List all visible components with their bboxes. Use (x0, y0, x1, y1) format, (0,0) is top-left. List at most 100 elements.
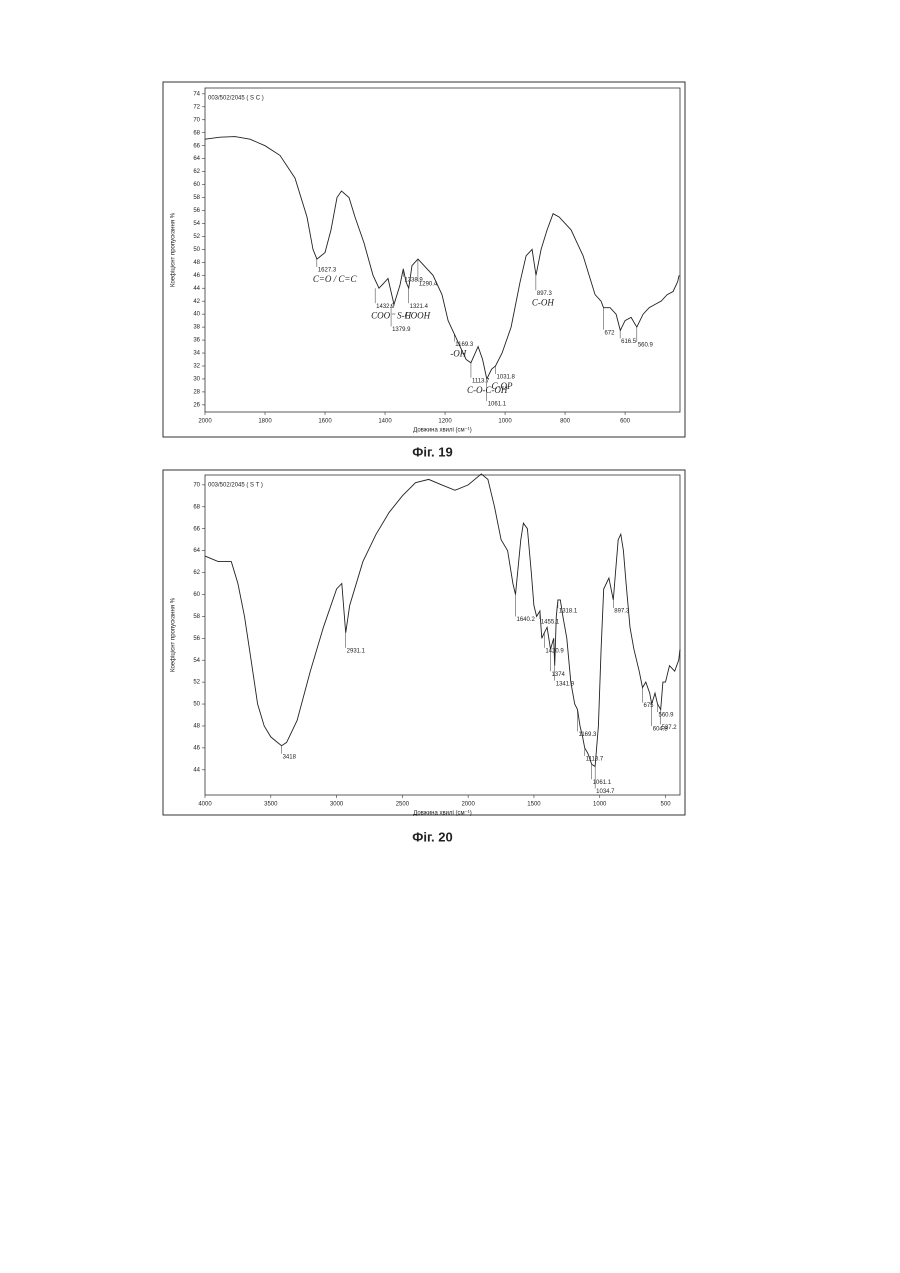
y-tick-label: 60 (193, 182, 200, 188)
y-tick-label: 70 (193, 117, 200, 123)
x-tick-label: 1200 (438, 419, 452, 425)
x-tick-label: 1000 (498, 419, 512, 425)
peak-label: 1031.8 (497, 375, 516, 381)
y-tick-label: 72 (193, 104, 200, 110)
peak-label: 1341.9 (556, 681, 575, 687)
y-tick-label: 56 (193, 208, 200, 214)
y-tick-label: 54 (193, 658, 200, 664)
peak-label: 1420.9 (545, 648, 564, 654)
y-tick-label: 44 (193, 767, 200, 773)
y-axis-label: Коефіцієнт пропускання % (171, 597, 177, 672)
peak-note: -OH (450, 349, 466, 359)
x-tick-label: 1000 (593, 802, 607, 808)
y-tick-label: 62 (193, 570, 200, 576)
y-tick-label: 52 (193, 680, 200, 686)
y-tick-label: 56 (193, 636, 200, 642)
peak-label: 1318.1 (559, 609, 578, 615)
y-tick-label: 58 (193, 614, 200, 620)
y-tick-label: 64 (193, 156, 200, 162)
spectrum-line (205, 474, 680, 767)
x-tick-label: 1500 (527, 802, 541, 808)
peak-note: C=O / C=C (313, 274, 358, 284)
peak-label: 537.2 (662, 725, 678, 731)
y-tick-label: 42 (193, 299, 200, 305)
y-tick-label: 66 (193, 526, 200, 532)
x-axis-label: Довжина хвилі (см⁻¹) (413, 811, 472, 817)
y-tick-label: 62 (193, 169, 200, 175)
figure-caption: Фіг. 20 (412, 829, 453, 844)
spectrum-line (205, 137, 679, 379)
peak-label: 560.9 (638, 343, 654, 349)
page: 2628303234363840424446485052545658606264… (0, 0, 900, 1273)
y-tick-label: 46 (193, 745, 200, 751)
x-tick-label: 4000 (198, 802, 212, 808)
chart-title: 003/502/2045 ( S T ) (208, 483, 263, 489)
y-tick-label: 60 (193, 592, 200, 598)
peak-label: 672 (604, 330, 615, 336)
peak-label: 1290.4 (419, 282, 438, 288)
y-tick-label: 50 (193, 247, 200, 253)
peak-label: 1455.1 (541, 619, 560, 625)
x-tick-label: 3000 (330, 802, 344, 808)
y-tick-label: 70 (193, 482, 200, 488)
peak-label: 897.3 (537, 291, 553, 297)
x-tick-label: 600 (620, 419, 631, 425)
chart-frame (163, 82, 685, 437)
x-tick-label: 1600 (318, 419, 332, 425)
y-tick-label: 66 (193, 143, 200, 149)
y-tick-label: 30 (193, 377, 200, 383)
peak-label: 1374 (552, 672, 566, 678)
peak-label: 1113.7 (586, 756, 604, 762)
peak-label: 1379.9 (392, 327, 411, 333)
x-tick-label: 2000 (198, 419, 212, 425)
y-tick-label: 32 (193, 364, 200, 370)
x-tick-label: 2500 (396, 802, 410, 808)
peak-label: 1640.2 (517, 617, 536, 623)
y-tick-label: 48 (193, 724, 200, 730)
x-tick-label: 2000 (461, 802, 475, 808)
peak-label: 1169.3 (455, 342, 474, 348)
peak-label: 1034.7 (596, 789, 615, 795)
y-tick-label: 48 (193, 260, 200, 266)
peak-label: 1169.3 (578, 732, 597, 738)
y-tick-label: 64 (193, 548, 200, 554)
y-axis-label: Коефіцієнт пропускання % (171, 212, 177, 287)
y-tick-label: 68 (193, 504, 200, 510)
y-tick-label: 52 (193, 234, 200, 240)
x-tick-label: 800 (560, 419, 571, 425)
figure-caption: Фіг. 19 (412, 444, 453, 459)
peak-label: 616.5 (621, 339, 637, 345)
y-tick-label: 28 (193, 389, 200, 395)
x-tick-label: 3500 (264, 802, 278, 808)
page-canvas: 2628303234363840424446485052545658606264… (0, 0, 900, 1273)
chart-title: 003/502/2045 ( S C ) (208, 96, 264, 102)
y-tick-label: 40 (193, 312, 200, 318)
x-tick-label: 1800 (258, 419, 272, 425)
plot-area (205, 475, 680, 795)
peak-label: 1627.3 (318, 268, 337, 274)
peak-label: 1113.7 (472, 378, 490, 384)
peak-note: C-OP (492, 381, 513, 391)
peak-note: COOH (405, 310, 431, 320)
peak-label: 1321.4 (410, 304, 429, 310)
y-tick-label: 26 (193, 402, 200, 408)
peak-label: 1061.1 (488, 402, 507, 408)
plot-area (205, 88, 680, 412)
peak-label: 2931.1 (347, 648, 366, 654)
peak-note: C-OH (532, 297, 554, 307)
peak-label: 675 (644, 703, 655, 709)
peak-label: 1432.9 (376, 304, 395, 310)
x-tick-label: 500 (661, 802, 672, 808)
y-tick-label: 54 (193, 221, 200, 227)
y-tick-label: 46 (193, 273, 200, 279)
y-tick-label: 68 (193, 130, 200, 136)
y-tick-label: 44 (193, 286, 200, 292)
y-tick-label: 74 (193, 91, 200, 97)
x-tick-label: 1400 (378, 419, 392, 425)
peak-label: 897.3 (614, 609, 630, 615)
y-tick-label: 34 (193, 351, 200, 357)
peak-label: 1061.1 (593, 780, 612, 786)
x-axis-label: Довжина хвилі (см⁻¹) (413, 428, 472, 434)
y-tick-label: 36 (193, 338, 200, 344)
chart-frame (163, 470, 685, 815)
